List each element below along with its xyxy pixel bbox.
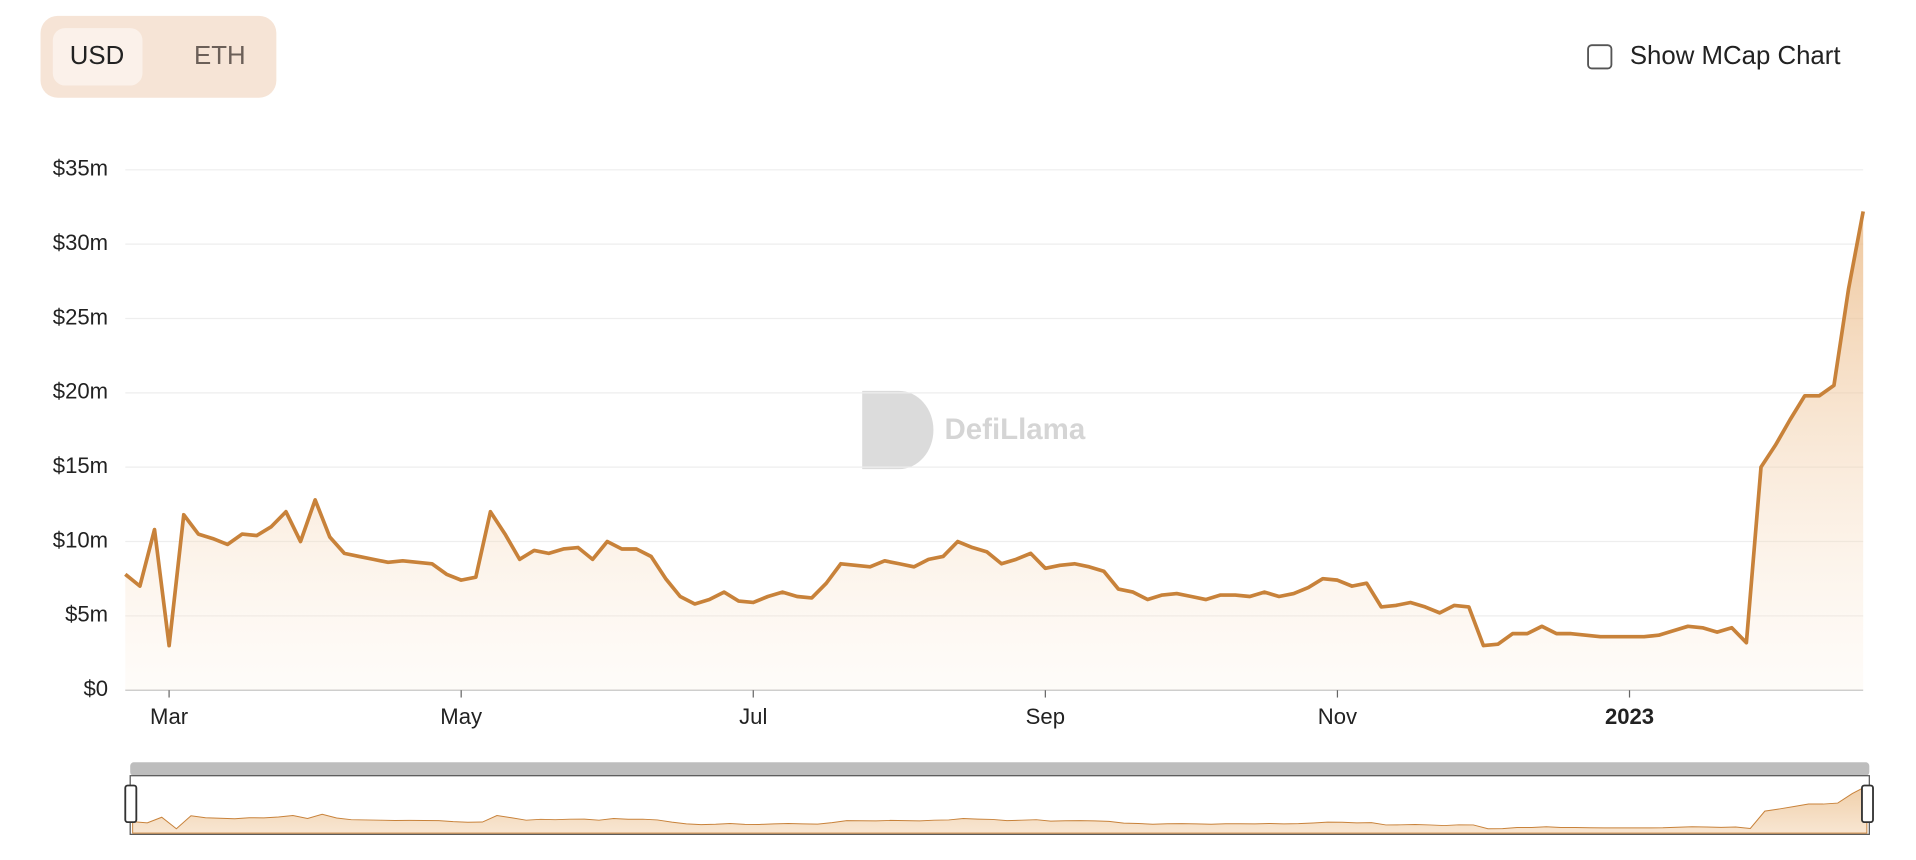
usd-label[interactable]: USD bbox=[70, 42, 124, 70]
x-tick-label: Sep bbox=[1026, 704, 1065, 729]
y-tick-label: $35m bbox=[53, 156, 108, 181]
x-tick-label: Mar bbox=[150, 704, 188, 729]
line bbox=[124, 211, 1865, 648]
watermark: DefiLlama bbox=[862, 390, 1086, 470]
y-tick-label: $10m bbox=[53, 527, 108, 552]
brush-handle[interactable] bbox=[124, 784, 138, 824]
y-tick-label: $25m bbox=[53, 304, 108, 329]
x-tick-label: 2023 bbox=[1605, 704, 1654, 729]
mcap-label[interactable]: Show MCap Chart bbox=[1630, 42, 1841, 70]
x-tick-label: May bbox=[440, 704, 482, 729]
x-tick-label: Jul bbox=[739, 704, 767, 729]
watermark-logo bbox=[862, 390, 934, 470]
y-tick-label: $20m bbox=[53, 379, 108, 404]
y-tick-label: $30m bbox=[53, 230, 108, 255]
area bbox=[125, 211, 1864, 691]
y-tick-label: $0 bbox=[84, 676, 109, 701]
mini-area bbox=[132, 785, 1868, 834]
brush bbox=[124, 762, 1874, 835]
brush-handle-bar[interactable] bbox=[130, 762, 1870, 776]
mcap-checkbox[interactable] bbox=[1587, 44, 1613, 70]
watermark-text: DefiLlama bbox=[944, 413, 1085, 446]
y-tick-label: $5m bbox=[65, 602, 108, 627]
y-tick-label: $15m bbox=[53, 453, 108, 478]
eth-label[interactable]: ETH bbox=[194, 42, 246, 70]
brush-handle[interactable] bbox=[1861, 784, 1874, 824]
usd-button[interactable] bbox=[52, 28, 143, 86]
x-tick-label: Nov bbox=[1318, 704, 1357, 729]
